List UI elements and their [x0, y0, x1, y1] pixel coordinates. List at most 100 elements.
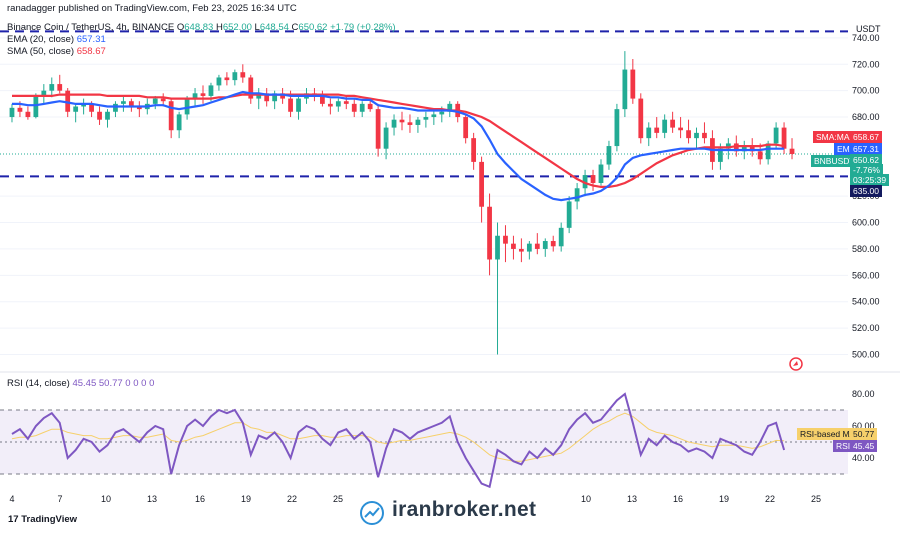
- candle-body: [65, 90, 71, 112]
- candle-body: [622, 69, 628, 110]
- rsi-legend[interactable]: RSI (14, close) 45.45 50.77 0 0 0 0: [7, 378, 154, 390]
- candle-body: [550, 241, 556, 247]
- replay-icon[interactable]: [789, 357, 803, 371]
- candle-body: [320, 95, 325, 104]
- tradingview-text: TradingView: [21, 514, 78, 525]
- candle-body: [741, 146, 747, 152]
- price-tick-label: 720.00: [852, 59, 880, 69]
- time-tick-label: 25: [333, 494, 343, 504]
- candle-body: [288, 98, 293, 112]
- candle-body: [439, 111, 445, 115]
- tv-mark-icon: 17: [8, 514, 22, 525]
- sma-legend-label: SMA (50, close): [7, 46, 75, 57]
- candle-body: [614, 109, 620, 147]
- candle-body: [17, 107, 23, 112]
- candle-body: [717, 148, 723, 162]
- price-tick-label: 700.00: [852, 86, 880, 96]
- chart-trend-icon: [360, 501, 384, 525]
- candle-body: [113, 103, 118, 112]
- watermark-logo: [360, 501, 384, 525]
- ema-legend[interactable]: EMA (20, close) 657.31: [7, 34, 106, 46]
- time-tick-label: 16: [195, 494, 205, 504]
- candle-body: [670, 119, 676, 128]
- symbol-tag-label: BNBUSDT: [811, 155, 858, 167]
- candle-body: [296, 98, 301, 112]
- price-tick-label: 680.00: [852, 112, 880, 122]
- price-tick-label: 600.00: [852, 218, 880, 228]
- candle-body: [351, 103, 357, 112]
- rsi-tick-label: 40.00: [852, 453, 875, 463]
- candle-body: [534, 243, 540, 249]
- price-gridlines: [0, 37, 848, 355]
- close-label: C: [291, 22, 299, 33]
- candle-body: [192, 93, 198, 99]
- candle-body: [367, 103, 373, 110]
- rsi-ma-line: [11, 412, 785, 462]
- candle-body: [749, 146, 755, 152]
- time-tick-label: 22: [765, 494, 775, 504]
- candle-body: [463, 117, 469, 139]
- candle-body: [630, 69, 636, 99]
- candle-body: [582, 175, 588, 189]
- candle-body: [264, 93, 270, 102]
- rsi-pane: [0, 409, 848, 475]
- candle-body: [216, 77, 222, 86]
- price-tick-label: 500.00: [852, 349, 880, 359]
- watermark-text: iranbroker.net: [392, 498, 537, 521]
- candle-body: [415, 119, 421, 125]
- candle-body: [519, 248, 524, 252]
- high-label: H: [215, 22, 223, 33]
- candle-body: [97, 111, 102, 120]
- tradingview-logo[interactable]: 17 TradingView: [8, 514, 77, 525]
- support-tag-value: 635.00: [850, 185, 882, 197]
- candle-body: [590, 175, 596, 183]
- candle-body: [495, 235, 500, 260]
- candle-body: [121, 101, 126, 104]
- candle-body: [152, 98, 158, 104]
- candle-body: [81, 103, 87, 107]
- candle-body: [232, 72, 238, 81]
- ema-legend-label: EMA (20, close): [7, 34, 75, 45]
- open-label: O: [176, 22, 185, 33]
- candle-body: [757, 151, 763, 160]
- candle-body: [89, 103, 94, 112]
- currency-label[interactable]: USDT: [856, 24, 881, 34]
- candle-body: [479, 161, 484, 207]
- candle-body: [33, 95, 39, 118]
- candle-body: [471, 138, 477, 162]
- time-tick-label: 7: [57, 494, 62, 504]
- price-tick-label: 580.00: [852, 244, 880, 254]
- rsi-ma-tag-value: 50.77: [850, 428, 878, 440]
- change-value: +1.79 (+0.28%): [330, 22, 396, 33]
- symbol-line: Binance Coin / TetherUS, 4h, BINANCE O64…: [7, 22, 396, 34]
- rsi-legend-label: RSI (14, close): [7, 378, 70, 389]
- candle-body: [160, 98, 166, 102]
- candle-body: [49, 84, 55, 91]
- candle-body: [280, 93, 285, 99]
- candle-body: [558, 227, 564, 247]
- sma-tag-label: SMA:MA: [813, 131, 853, 143]
- candlestick-series: [9, 51, 795, 355]
- time-tick-label: 19: [719, 494, 729, 504]
- candle-body: [41, 90, 47, 96]
- rsi-line: [11, 392, 786, 489]
- price-tick-label: 520.00: [852, 323, 880, 333]
- sma-legend-value: 658.67: [76, 46, 106, 57]
- time-tick-label: 16: [673, 494, 683, 504]
- key-levels: [0, 30, 848, 178]
- candle-body: [73, 106, 79, 112]
- time-tick-label: 22: [287, 494, 297, 504]
- candle-body: [423, 117, 429, 120]
- candle-body: [606, 146, 612, 165]
- time-tick-label: 25: [811, 494, 821, 504]
- candle-body: [136, 106, 142, 110]
- sma-legend[interactable]: SMA (50, close) 658.67: [7, 46, 106, 58]
- candle-body: [566, 201, 572, 228]
- candle-body: [638, 98, 644, 139]
- candle-body: [375, 109, 381, 149]
- time-axis: 4 7 10 13 16 19 22 25 10 13 16 19 22 25: [9, 494, 821, 504]
- candle-body: [702, 132, 707, 139]
- ema-tag-value: 657.31: [850, 143, 882, 155]
- open-value: 648.83: [184, 22, 214, 33]
